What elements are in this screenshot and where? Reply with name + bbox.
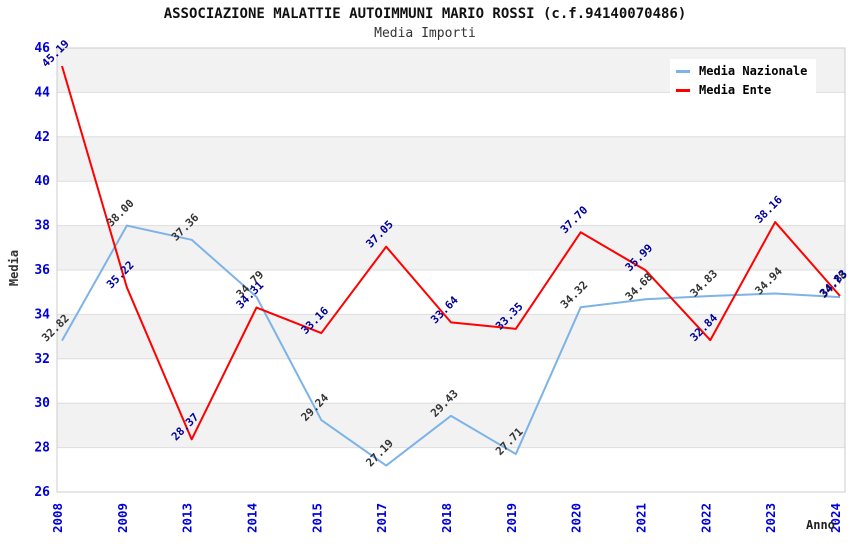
y-tick-label: 44 bbox=[34, 85, 50, 100]
series-line-media-nazionale bbox=[61, 224, 841, 467]
y-tick-label: 38 bbox=[34, 219, 50, 234]
x-tick-label: 2014 bbox=[245, 503, 260, 533]
y-tick-label: 32 bbox=[34, 352, 50, 367]
plot-border bbox=[56, 47, 846, 493]
x-tick-label: 2015 bbox=[309, 503, 324, 533]
x-axis-title: Anno bbox=[806, 518, 835, 532]
y-tick-label: 40 bbox=[34, 174, 50, 189]
y-tick-label: 36 bbox=[34, 263, 50, 278]
point-label: 38.00 bbox=[104, 197, 137, 230]
x-tick-label: 2008 bbox=[50, 503, 65, 533]
y-tick-label: 30 bbox=[34, 396, 50, 411]
x-tick-label: 2022 bbox=[698, 503, 713, 533]
legend-label: Media Nazionale bbox=[699, 64, 808, 78]
chart-subtitle: Media Importi bbox=[374, 26, 476, 41]
legend-item-media-nazionale: Media Nazionale bbox=[676, 64, 808, 78]
legend: Media Nazionale Media Ente bbox=[670, 59, 816, 104]
y-axis-title: Media bbox=[7, 249, 21, 287]
x-tick-label: 2009 bbox=[115, 503, 130, 533]
chart-title: ASSOCIAZIONE MALATTIE AUTOIMMUNI MARIO R… bbox=[163, 6, 687, 22]
x-tick-label: 2020 bbox=[569, 503, 584, 533]
point-label: 38.16 bbox=[752, 193, 785, 226]
x-tick-label: 2023 bbox=[763, 503, 778, 533]
x-tick-label: 2019 bbox=[504, 503, 519, 533]
plot-band bbox=[57, 403, 845, 448]
plot-band bbox=[57, 136, 845, 182]
x-tick-label: 2017 bbox=[374, 503, 389, 533]
x-tick-label: 2021 bbox=[634, 503, 649, 533]
legend-swatch-media-ente bbox=[676, 88, 690, 92]
x-tick-label: 2013 bbox=[180, 503, 195, 533]
x-tick-label: 2018 bbox=[439, 503, 454, 533]
y-tick-label: 46 bbox=[34, 41, 50, 56]
series-line-media-ente bbox=[61, 65, 841, 441]
y-tick-label: 26 bbox=[34, 485, 50, 500]
y-tick-label: 34 bbox=[34, 307, 50, 322]
x-tick-label: 2024 bbox=[828, 503, 843, 533]
legend-label: Media Ente bbox=[699, 83, 772, 97]
legend-swatch-media-nazionale bbox=[676, 69, 690, 73]
y-tick-label: 42 bbox=[34, 130, 50, 145]
y-tick-label: 28 bbox=[34, 441, 50, 456]
legend-item-media-ente: Media Ente bbox=[676, 83, 808, 97]
plot-band bbox=[57, 225, 845, 270]
